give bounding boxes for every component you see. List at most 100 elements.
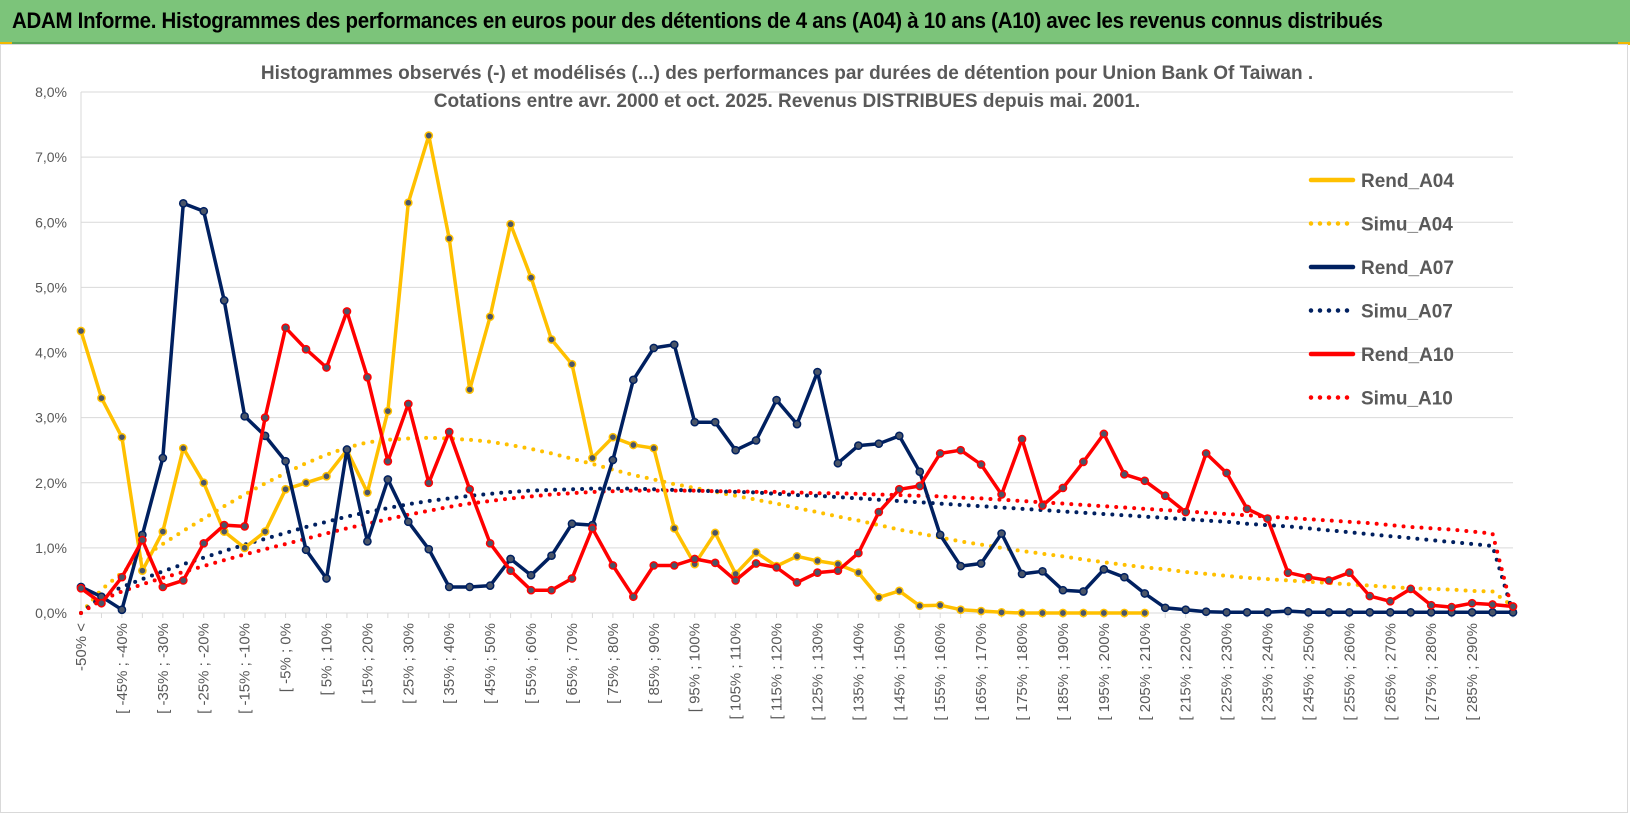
series-Simu_A04 xyxy=(79,435,1515,615)
point-Rend_A04 xyxy=(813,556,822,566)
point-Rend_A10 xyxy=(1140,476,1150,486)
line-Rend_A04 xyxy=(79,133,1147,615)
point-Rend_A04 xyxy=(158,527,168,536)
point-Rend_A07 xyxy=(1365,607,1375,617)
x-tick-label: [ 85% ; 90% xyxy=(646,623,663,704)
x-tick-label: [ 195% ; 200% xyxy=(1096,623,1113,721)
x-tick-label: [ -45% ; -40% xyxy=(114,623,131,714)
point-Rend_A07 xyxy=(117,605,127,615)
point-Rend_A10 xyxy=(117,572,127,582)
point-Rend_A10 xyxy=(485,538,495,548)
point-Rend_A07 xyxy=(669,340,679,350)
x-tick-label: [ 275% ; 280% xyxy=(1423,623,1440,721)
point-Rend_A07 xyxy=(628,375,638,385)
report-title: ADAM Informe. Histogrammes des performan… xyxy=(12,8,1383,33)
point-Rend_A07 xyxy=(1017,569,1027,579)
y-tick-label: 8,0% xyxy=(35,84,67,100)
point-Rend_A04 xyxy=(588,453,597,463)
point-Rend_A07 xyxy=(1283,606,1293,616)
point-Rend_A04 xyxy=(138,566,147,576)
point-Rend_A10 xyxy=(281,323,290,333)
point-Rend_A07 xyxy=(1385,607,1395,617)
x-tick-label: [ 55% ; 60% xyxy=(523,623,540,704)
y-tick-label: 6,0% xyxy=(35,214,67,230)
point-Rend_A07 xyxy=(178,199,188,208)
point-Rend_A07 xyxy=(894,431,904,441)
chart-area: Histogrammes observés (-) et modélisés (… xyxy=(0,44,1628,813)
point-Rend_A10 xyxy=(731,576,740,585)
x-tick-label: [ 65% ; 70% xyxy=(564,623,581,704)
point-Rend_A04 xyxy=(322,471,331,481)
point-Rend_A07 xyxy=(833,458,843,468)
point-Rend_A04 xyxy=(792,551,802,561)
point-Rend_A07 xyxy=(1201,607,1211,617)
point-Rend_A10 xyxy=(813,568,822,577)
point-Rend_A10 xyxy=(1119,469,1129,479)
point-Rend_A10 xyxy=(1058,483,1068,493)
x-tick-label: [ 25% ; 30% xyxy=(400,623,417,704)
point-Rend_A07 xyxy=(240,411,250,421)
chart-title-line-1: Histogrammes observés (-) et modélisés (… xyxy=(261,63,1313,84)
x-tick-label: [ 175% ; 180% xyxy=(1014,623,1031,721)
point-Rend_A07 xyxy=(854,441,863,450)
point-Rend_A07 xyxy=(506,554,515,564)
point-Rend_A04 xyxy=(915,601,925,611)
point-Rend_A04 xyxy=(178,443,188,453)
point-Rend_A04 xyxy=(403,198,413,208)
point-Rend_A04 xyxy=(628,440,638,450)
series-Simu_A10 xyxy=(79,488,1515,615)
point-Rend_A07 xyxy=(1119,572,1129,582)
point-Rend_A04 xyxy=(894,586,904,596)
point-Rend_A04 xyxy=(547,335,556,344)
point-Rend_A04 xyxy=(97,393,106,403)
point-Rend_A07 xyxy=(424,544,434,554)
point-Rend_A07 xyxy=(158,453,168,463)
legend-label-Simu_A04: Simu_A04 xyxy=(1361,215,1453,236)
point-Rend_A07 xyxy=(567,519,577,529)
point-Rend_A07 xyxy=(772,395,781,405)
y-tick-label: 1,0% xyxy=(35,540,67,556)
point-Rend_A07 xyxy=(1344,607,1354,617)
point-Rend_A07 xyxy=(976,559,986,568)
point-Rend_A07 xyxy=(1426,607,1436,617)
line-Simu_A07 xyxy=(79,486,1515,615)
point-Rend_A07 xyxy=(342,445,352,454)
point-Rend_A07 xyxy=(444,582,454,592)
point-Rend_A10 xyxy=(588,523,597,533)
line-Rend_A10 xyxy=(79,309,1515,609)
point-Rend_A10 xyxy=(1385,596,1395,606)
point-Rend_A04 xyxy=(240,543,250,553)
point-Rend_A07 xyxy=(1038,566,1047,576)
point-Rend_A10 xyxy=(363,372,372,382)
point-Rend_A07 xyxy=(1304,607,1313,617)
point-Rend_A04 xyxy=(363,488,372,497)
point-Rend_A10 xyxy=(1304,572,1313,582)
point-Rend_A07 xyxy=(1406,607,1416,617)
point-Rend_A07 xyxy=(1263,607,1272,617)
point-Rend_A07 xyxy=(751,436,761,445)
point-Rend_A10 xyxy=(935,449,945,458)
x-tick-label: [ 5% ; 10% xyxy=(318,623,335,696)
point-Rend_A07 xyxy=(301,545,311,555)
point-Rend_A04 xyxy=(76,326,86,336)
point-Rend_A04 xyxy=(874,593,884,602)
point-Rend_A07 xyxy=(915,467,925,477)
x-tick-label: [ -25% ; -20% xyxy=(196,623,213,714)
x-tick-label: [ 125% ; 130% xyxy=(809,623,826,721)
point-Rend_A10 xyxy=(751,559,761,568)
point-Rend_A04 xyxy=(199,478,209,488)
histogram-chart: Histogrammes observés (-) et modélisés (… xyxy=(35,63,1518,721)
point-Rend_A10 xyxy=(997,490,1006,499)
point-Rend_A10 xyxy=(976,460,986,469)
point-Rend_A04 xyxy=(1058,608,1068,618)
x-tick-label: [ 75% ; 80% xyxy=(605,623,622,704)
point-Rend_A10 xyxy=(1406,584,1416,594)
point-Rend_A10 xyxy=(260,413,270,422)
x-tick-label: [ 45% ; 50% xyxy=(482,623,499,704)
point-Rend_A07 xyxy=(1140,589,1150,598)
point-Rend_A10 xyxy=(1160,491,1170,501)
point-Rend_A10 xyxy=(383,456,393,466)
point-Rend_A10 xyxy=(956,445,966,455)
legend-label-Simu_A10: Simu_A10 xyxy=(1361,389,1453,410)
point-Rend_A07 xyxy=(465,582,475,592)
